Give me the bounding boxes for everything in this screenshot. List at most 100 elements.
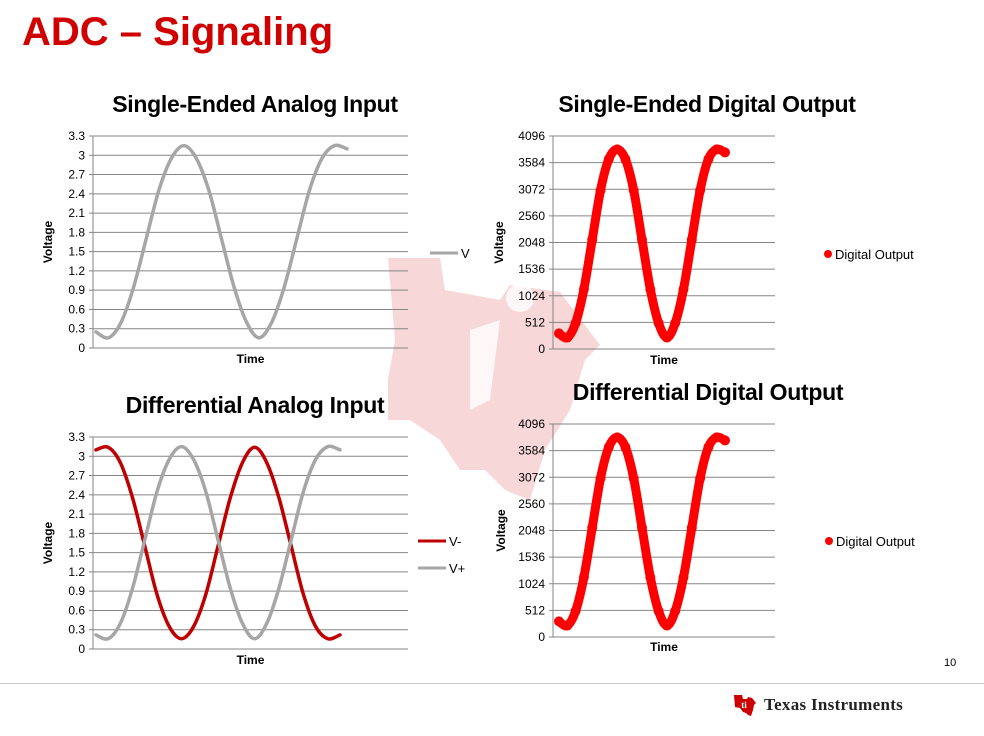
y-tick-label: 3072: [518, 470, 545, 484]
data-point: [603, 442, 614, 453]
y-tick-label: 4096: [518, 417, 545, 431]
data-point: [670, 317, 681, 328]
data-point: [661, 620, 672, 631]
data-point: [554, 616, 564, 627]
y-axis-label: Voltage: [41, 521, 55, 564]
data-point: [570, 605, 581, 616]
data-point: [562, 332, 573, 343]
y-tick-label: 2.7: [68, 168, 85, 182]
data-point: [595, 473, 606, 484]
y-tick-label: 1024: [518, 289, 545, 303]
y-tick-label: 1024: [518, 577, 545, 591]
y-tick-label: 2048: [518, 236, 545, 250]
data-point: [653, 605, 664, 616]
y-tick-label: 1.8: [68, 526, 85, 540]
x-axis-label: Time: [650, 353, 678, 367]
y-tick-label: 0.3: [68, 623, 85, 637]
y-tick-label: 1.5: [68, 245, 85, 259]
data-point: [645, 284, 656, 295]
y-tick-label: 2560: [518, 497, 545, 511]
y-tick-label: 1536: [518, 262, 545, 276]
ti-logo: ti Texas Instruments: [732, 692, 903, 718]
y-axis-label: Voltage: [41, 220, 55, 263]
data-point: [703, 442, 714, 453]
chart-title-se-analog: Single-Ended Analog Input: [112, 91, 398, 117]
data-point: [637, 522, 647, 533]
svg-text:ti: ti: [741, 700, 747, 710]
data-point: [612, 432, 623, 443]
y-tick-label: 2048: [518, 524, 545, 538]
data-point: [637, 234, 647, 245]
y-tick-label: 512: [525, 603, 545, 617]
y-tick-label: 0: [78, 341, 85, 355]
data-point: [562, 620, 573, 631]
data-point: [670, 605, 681, 616]
legend-label: Digital Output: [835, 247, 914, 262]
y-tick-label: 0.9: [68, 584, 85, 598]
y-tick-label: 1.2: [68, 565, 85, 579]
legend-label: V-: [449, 534, 461, 549]
legend-label: Digital Output: [836, 534, 915, 549]
y-tick-label: 1.2: [68, 264, 85, 278]
data-point: [653, 317, 664, 328]
y-tick-label: 512: [525, 315, 545, 329]
data-point: [686, 234, 697, 245]
y-tick-label: 3: [78, 148, 85, 162]
footer-divider: [0, 683, 984, 684]
page-number: 10: [944, 657, 957, 669]
data-point: [612, 144, 623, 155]
y-tick-label: 2.1: [68, 507, 85, 521]
data-point: [695, 473, 706, 484]
y-tick-label: 0.3: [68, 322, 85, 336]
data-point: [645, 572, 656, 583]
chart-title-diff-digital: Differential Digital Output: [572, 379, 844, 405]
y-tick-label: 3584: [518, 444, 545, 458]
y-tick-label: 0.6: [68, 302, 85, 316]
y-tick-label: 3072: [518, 182, 545, 196]
y-tick-label: 2.4: [68, 187, 85, 201]
data-point: [678, 284, 689, 295]
y-tick-label: 2.1: [68, 206, 85, 220]
y-tick-label: 0.6: [68, 603, 85, 617]
slide-title: ADC – Signaling: [22, 10, 334, 54]
y-axis-label: Voltage: [492, 221, 506, 264]
data-point: [661, 332, 672, 343]
y-tick-label: 2.7: [68, 469, 85, 483]
x-axis-label: Time: [650, 640, 678, 654]
y-tick-label: 0.9: [68, 283, 85, 297]
data-point: [578, 572, 589, 583]
data-point: [628, 473, 639, 484]
chart-title-se-digital: Single-Ended Digital Output: [558, 91, 856, 117]
legend-label: V+: [449, 561, 465, 576]
x-axis-label: Time: [237, 653, 265, 667]
y-tick-label: 1.8: [68, 225, 85, 239]
data-point: [595, 185, 606, 196]
y-tick-label: 3.3: [68, 430, 85, 444]
y-tick-label: 3.3: [68, 129, 85, 143]
series-line-v: [94, 143, 349, 340]
data-point: [628, 185, 639, 196]
y-tick-label: 0: [538, 342, 545, 356]
data-point: [570, 317, 581, 328]
y-tick-label: 4096: [518, 129, 545, 143]
y-tick-label: 3584: [518, 156, 545, 170]
y-tick-label: 0: [78, 642, 85, 656]
logo-text: Texas Instruments: [764, 695, 904, 714]
data-point: [620, 442, 631, 453]
y-tick-label: 0: [538, 630, 545, 644]
chart-title-diff-analog: Differential Analog Input: [125, 392, 385, 418]
data-point: [720, 435, 730, 446]
legend-marker: [824, 250, 832, 258]
data-point: [695, 185, 706, 196]
data-point: [554, 328, 564, 339]
legend-marker: [825, 537, 833, 545]
x-axis-label: Time: [237, 352, 265, 366]
y-axis-label: Voltage: [494, 509, 508, 552]
data-point: [587, 234, 598, 245]
data-point: [620, 154, 631, 165]
data-point: [603, 154, 614, 165]
data-point: [711, 144, 722, 155]
data-point: [678, 572, 689, 583]
